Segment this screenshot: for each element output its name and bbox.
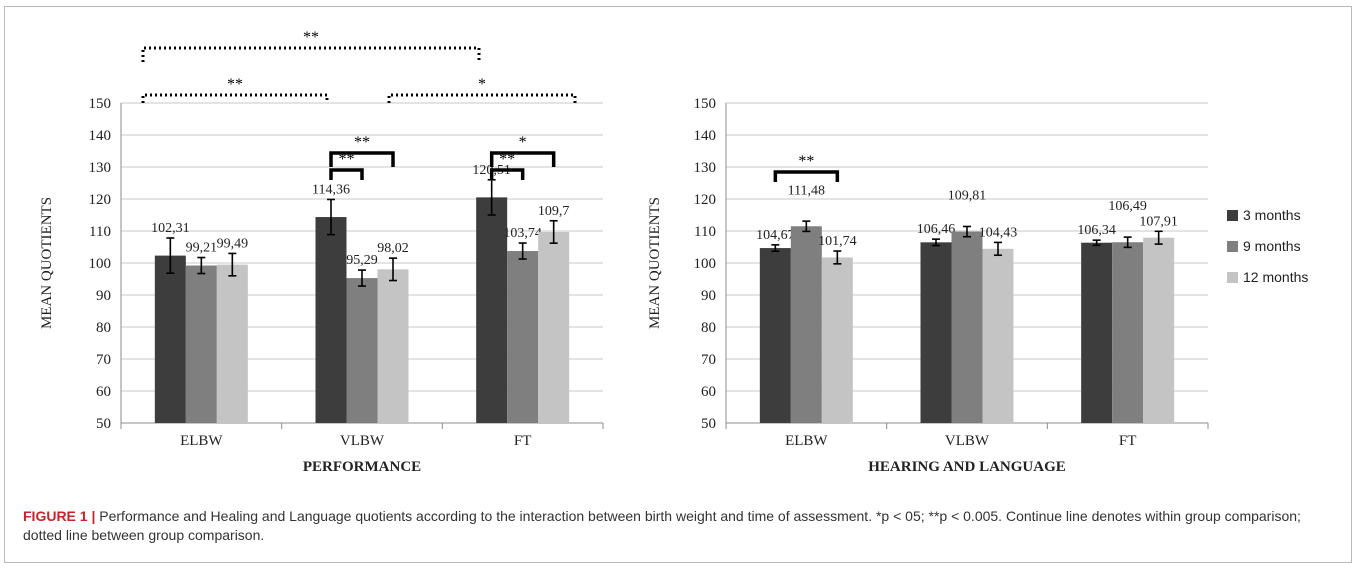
c0-y-tick-label: 90 <box>96 288 111 304</box>
c0-significance-label: ** <box>354 134 370 151</box>
c1-data-label: 104,67 <box>756 228 795 243</box>
c1-legend-label: 9 months <box>1243 238 1301 254</box>
c0-x-axis-title: PERFORMANCE <box>303 459 421 475</box>
c0-category-label: VLBW <box>340 433 385 449</box>
c1-y-tick-label: 110 <box>694 224 716 240</box>
c1-bar <box>760 248 791 423</box>
c0-data-label: 98,02 <box>377 241 409 256</box>
c0-data-label: 95,29 <box>346 253 378 268</box>
c1-y-tick-label: 70 <box>701 352 716 368</box>
c0-significance-label: * <box>519 134 527 151</box>
c1-bar <box>952 232 983 423</box>
c0-data-label: 99,21 <box>186 241 218 256</box>
c0-y-tick-label: 60 <box>96 384 111 400</box>
c1-y-tick-label: 120 <box>694 192 717 208</box>
c0-data-label: 102,31 <box>151 221 190 236</box>
c0-y-tick-label: 50 <box>96 416 111 432</box>
c0-bar <box>347 278 378 423</box>
figure-charts: 50 60 70 80 90 100 110 120 130 140 150 102,31 114,36… <box>5 7 1353 502</box>
c0-data-label: 109,7 <box>538 204 570 219</box>
c0-y-tick-label: 140 <box>89 128 112 144</box>
c0-bar <box>217 265 248 423</box>
c1-bar <box>1081 243 1112 423</box>
c1-bar <box>921 242 952 423</box>
c1-legend-swatch <box>1227 272 1238 283</box>
caption-text: Performance and Healing and Language quo… <box>23 508 1301 543</box>
c0-bar <box>507 251 538 423</box>
caption-label: FIGURE 1 | <box>23 508 95 524</box>
c1-category-label: FT <box>1119 433 1137 449</box>
c1-x-axis-title: HEARING AND LANGUAGE <box>868 459 1066 475</box>
c1-y-axis-title: MEAN QUOTIENTS <box>647 197 663 329</box>
c0-category-label: FT <box>514 433 532 449</box>
c0-category-label: ELBW <box>180 433 223 449</box>
c1-data-label: 106,34 <box>1077 223 1116 238</box>
c1-category-label: ELBW <box>785 433 828 449</box>
c1-significance-label: ** <box>798 153 814 170</box>
c0-between-group-bracket <box>143 48 479 62</box>
c1-data-label: 106,49 <box>1108 199 1147 214</box>
c0-between-group-bracket <box>143 95 327 103</box>
c0-y-tick-label: 100 <box>89 256 112 272</box>
c1-within-group-bracket <box>775 172 837 182</box>
c1-bar <box>1143 238 1174 423</box>
c1-bar <box>791 226 822 423</box>
c1-legend-label: 3 months <box>1243 207 1301 223</box>
c1-y-tick-label: 130 <box>694 160 717 176</box>
c0-between-group-bracket <box>389 95 575 103</box>
c1-y-tick-label: 50 <box>701 416 716 432</box>
c0-y-tick-label: 110 <box>89 224 111 240</box>
figure-frame: 50 60 70 80 90 100 110 120 130 140 150 102,31 114,36… <box>4 6 1352 563</box>
c1-bar <box>822 257 853 423</box>
c1-data-label: 104,43 <box>979 225 1018 240</box>
c1-data-label: 107,91 <box>1139 214 1178 229</box>
c0-bar <box>186 266 217 423</box>
c0-bar <box>155 256 186 423</box>
c1-category-label: VLBW <box>945 433 990 449</box>
c0-data-label: 103,74 <box>503 226 542 241</box>
c0-significance-label: ** <box>303 29 319 46</box>
c1-legend-label: 12 months <box>1243 269 1308 285</box>
c1-legend-swatch <box>1227 210 1238 221</box>
c0-y-tick-label: 130 <box>89 160 112 176</box>
c1-data-label: 101,74 <box>818 234 857 249</box>
c0-bar <box>316 217 347 423</box>
c1-y-tick-label: 150 <box>694 96 717 112</box>
c0-y-tick-label: 80 <box>96 320 111 336</box>
c1-data-label: 106,46 <box>917 222 956 237</box>
c1-data-label: 109,81 <box>948 189 987 204</box>
c0-bar <box>538 232 569 423</box>
c1-y-tick-label: 60 <box>701 384 716 400</box>
c0-data-label: 99,49 <box>217 236 249 251</box>
c1-y-tick-label: 100 <box>694 256 717 272</box>
c0-data-label: 114,36 <box>312 182 350 197</box>
c1-bar <box>1112 242 1143 423</box>
c0-significance-label: ** <box>227 76 243 93</box>
c1-legend-swatch <box>1227 241 1238 252</box>
c0-bar <box>378 269 409 423</box>
c1-y-tick-label: 80 <box>701 320 716 336</box>
c1-bar <box>983 249 1014 423</box>
c0-significance-label: * <box>478 76 486 93</box>
c1-y-tick-label: 140 <box>694 128 717 144</box>
c0-y-axis-title: MEAN QUOTIENTS <box>39 197 55 329</box>
c0-y-tick-label: 70 <box>96 352 111 368</box>
figure-caption: FIGURE 1 | Performance and Healing and L… <box>23 507 1343 545</box>
c0-within-group-bracket <box>331 170 362 180</box>
c1-data-label: 111,48 <box>788 183 825 198</box>
c0-y-tick-label: 150 <box>89 96 112 112</box>
c1-y-tick-label: 90 <box>701 288 716 304</box>
c0-y-tick-label: 120 <box>89 192 112 208</box>
